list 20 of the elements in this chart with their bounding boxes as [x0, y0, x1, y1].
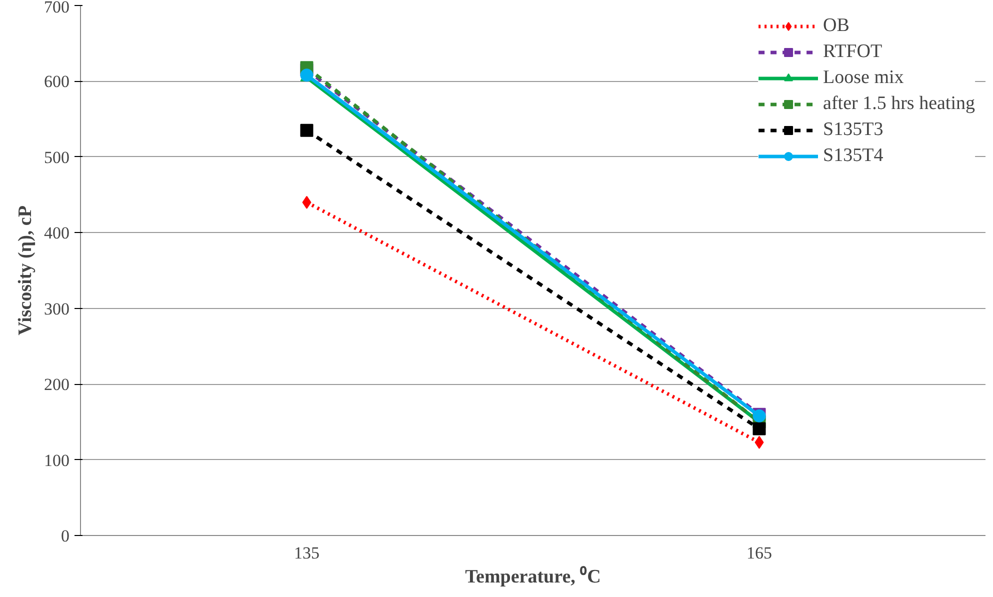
- x-tick-label: 135: [294, 544, 320, 562]
- legend-label: RTFOT: [823, 41, 882, 63]
- y-tick-label: 200: [44, 375, 70, 394]
- y-tick-label: 400: [44, 224, 70, 243]
- legend-label: OB: [823, 15, 850, 37]
- legend-label: after 1.5 hrs heating: [823, 93, 975, 115]
- y-tick-label: 0: [61, 526, 70, 546]
- legend-label: S135T3: [823, 119, 884, 141]
- y-tick-label: 100: [44, 450, 70, 470]
- x-axis-title: Temperature, ⁰C: [465, 566, 601, 588]
- legend-label: Loose mix: [823, 67, 904, 89]
- y-axis-title: Viscosity (η), cP: [15, 205, 36, 336]
- legend-label: S135T4: [823, 145, 884, 167]
- y-tick-label: 500: [44, 148, 70, 167]
- point: [300, 124, 314, 137]
- y-tick-label: 600: [44, 72, 70, 92]
- y-tick-label: 700: [44, 0, 70, 16]
- y-tick-label: 300: [44, 299, 70, 318]
- point: [752, 422, 766, 436]
- x-tick-label: 165: [746, 544, 772, 562]
